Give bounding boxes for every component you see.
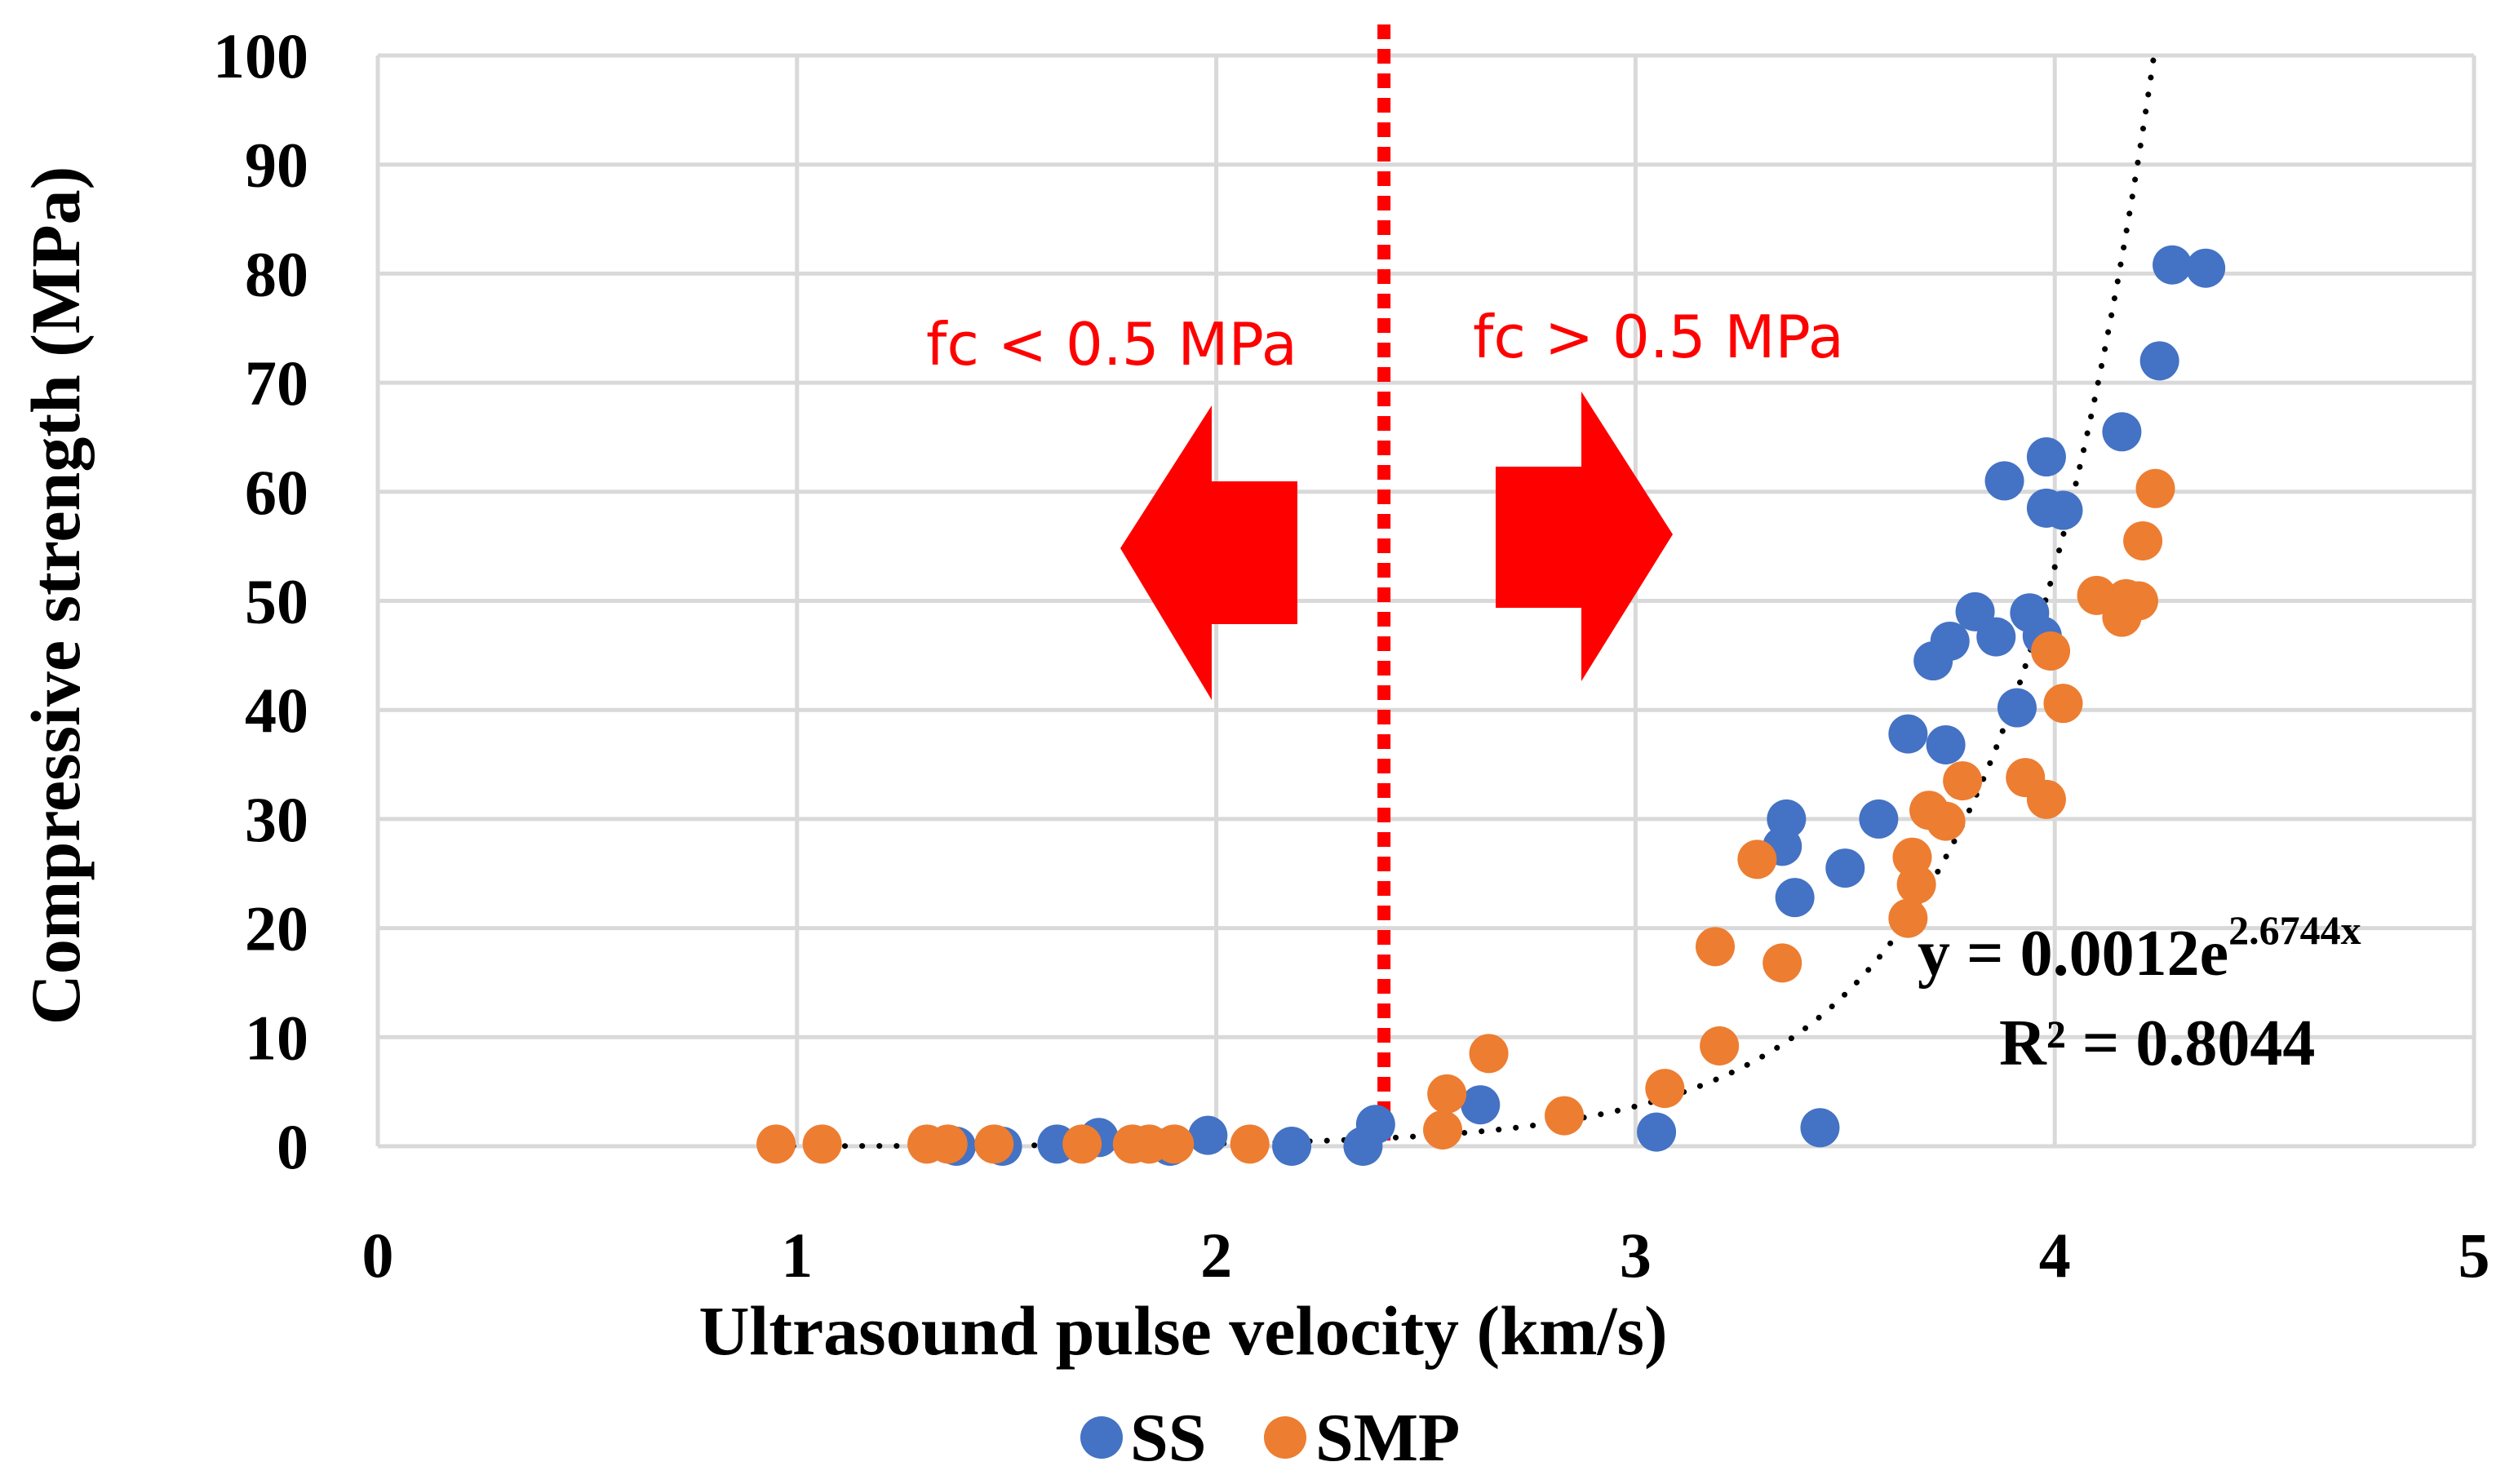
point-smp <box>1762 943 1802 983</box>
point-ss <box>1775 878 1815 918</box>
point-ss <box>1984 461 2024 501</box>
point-smp <box>1943 761 1983 801</box>
y-tick-label: 70 <box>245 348 308 419</box>
x-tick-label: 1 <box>781 1220 813 1291</box>
point-ss <box>1888 714 1928 754</box>
point-smp <box>1423 1110 1463 1150</box>
point-ss <box>2139 341 2179 381</box>
y-tick-label: 0 <box>277 1111 308 1182</box>
point-smp <box>756 1124 796 1164</box>
point-smp <box>1888 898 1928 938</box>
point-ss <box>1976 617 2016 657</box>
point-ss <box>1637 1112 1677 1152</box>
right-arrow-icon <box>1496 392 1673 681</box>
point-ss <box>1930 621 1970 661</box>
point-smp <box>1696 927 1736 967</box>
y-tick-label: 100 <box>213 20 308 91</box>
point-smp <box>1469 1034 1509 1074</box>
y-tick-label: 60 <box>245 457 308 528</box>
point-ss <box>1859 799 1899 839</box>
x-tick-label: 2 <box>1200 1220 1232 1291</box>
point-smp <box>1230 1124 1270 1164</box>
point-smp <box>928 1124 968 1164</box>
legend: SS SMP <box>1080 1400 1460 1476</box>
point-smp <box>1545 1096 1585 1136</box>
point-ss <box>1926 724 1966 764</box>
point-smp <box>2043 684 2083 724</box>
y-tick-label: 90 <box>245 130 308 201</box>
point-smp <box>1926 801 1966 841</box>
point-smp <box>1427 1074 1467 1114</box>
legend-label-smp: SMP <box>1315 1400 1460 1476</box>
point-ss <box>1997 688 2037 728</box>
r-squared-label: R² = 0.8044 <box>1999 1008 2315 1079</box>
y-tick-label: 20 <box>245 893 308 964</box>
legend-marker-ss <box>1080 1416 1123 1459</box>
trendline-path <box>773 57 2157 1150</box>
point-smp <box>1896 865 1936 905</box>
point-smp <box>2026 779 2066 819</box>
x-tick-label: 3 <box>1620 1220 1652 1291</box>
point-ss <box>2043 490 2083 530</box>
x-tick-label: 5 <box>2459 1220 2490 1291</box>
legend-label-ss: SS <box>1130 1400 1206 1476</box>
point-smp <box>1645 1069 1685 1109</box>
point-smp <box>802 1124 842 1164</box>
point-ss <box>2153 245 2193 285</box>
point-ss <box>1355 1105 1395 1145</box>
point-ss <box>1461 1085 1501 1125</box>
point-ss <box>1188 1115 1228 1155</box>
point-ss <box>2186 248 2226 288</box>
point-smp <box>1700 1026 1740 1065</box>
trendline <box>773 57 2157 1150</box>
y-axis-title: Compressive strength (MPa) <box>16 166 95 1026</box>
y-tick-label: 50 <box>245 566 308 637</box>
x-axis-ticks: 0 1 2 3 4 5 <box>362 1220 2490 1291</box>
point-smp <box>1155 1124 1195 1164</box>
y-axis-ticks: 0 10 20 30 40 50 60 70 80 90 100 <box>213 20 308 1182</box>
point-smp <box>1062 1124 1102 1164</box>
legend-marker-smp <box>1264 1416 1306 1459</box>
point-smp <box>2123 521 2163 560</box>
grid-lines <box>375 53 2476 1149</box>
y-tick-label: 10 <box>245 1002 308 1073</box>
equation-exponent: 2.6744x <box>2228 907 2361 953</box>
right-region-label: fc > 0.5 MPa <box>1473 303 1844 371</box>
point-smp <box>2118 581 2158 621</box>
point-ss <box>2102 412 2142 452</box>
x-tick-label: 0 <box>362 1220 394 1291</box>
point-smp <box>1737 839 1777 879</box>
x-tick-label: 4 <box>2039 1220 2071 1291</box>
x-axis-title: Ultrasound pulse velocity (km/s) <box>698 1291 1667 1370</box>
data-points <box>756 245 2226 1166</box>
point-smp <box>974 1124 1014 1164</box>
point-ss <box>1825 848 1865 888</box>
left-region-label: fc < 0.5 MPa <box>926 310 1297 379</box>
left-arrow-icon <box>1120 405 1297 700</box>
point-smp <box>2135 468 2175 508</box>
y-tick-label: 30 <box>245 784 308 855</box>
equation-main: y = 0.0012e <box>1918 918 2228 990</box>
trend-equation: y = 0.0012e2.6744x <box>1918 907 2361 990</box>
y-tick-label: 80 <box>245 238 308 309</box>
point-ss <box>1767 799 1807 839</box>
point-smp <box>2031 631 2071 671</box>
point-ss <box>1272 1127 1312 1166</box>
y-tick-label: 40 <box>245 675 308 746</box>
point-ss <box>2026 437 2066 477</box>
point-ss <box>1800 1108 1840 1148</box>
